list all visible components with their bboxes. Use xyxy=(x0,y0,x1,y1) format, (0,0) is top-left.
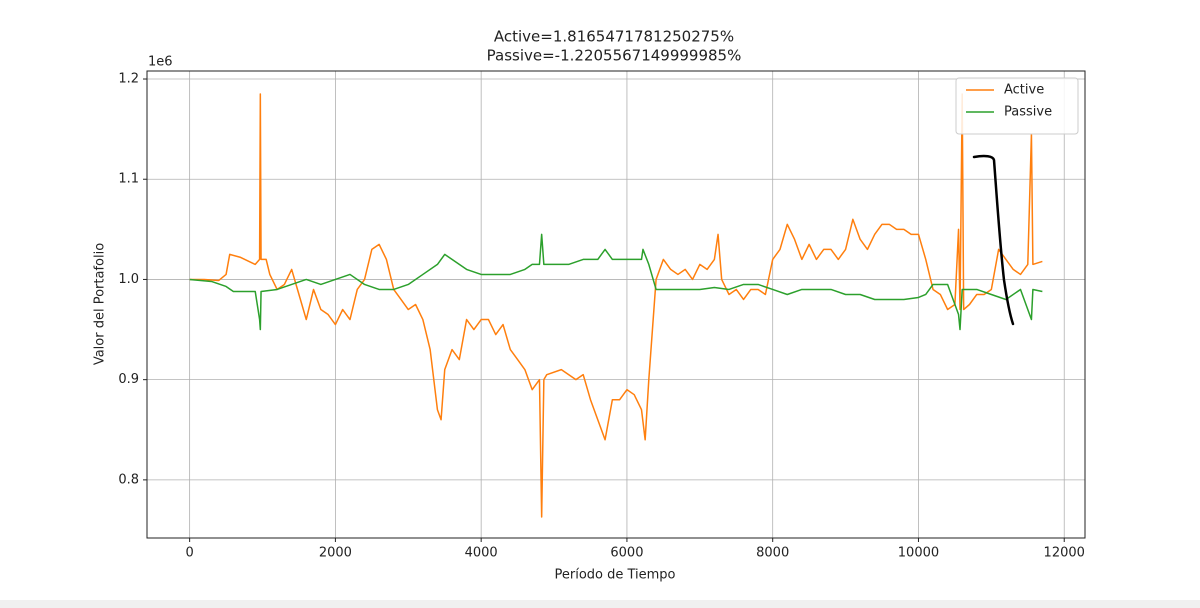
x-tick-label: 10000 xyxy=(898,546,939,561)
x-tick-label: 4000 xyxy=(465,546,498,561)
y-tick-label: 0.9 xyxy=(118,372,139,387)
y-tick-label: 1.0 xyxy=(118,272,139,287)
hand-drawn-annotation xyxy=(972,154,1015,326)
series-line xyxy=(189,93,1043,518)
x-tick-label: 2000 xyxy=(319,546,352,561)
y-tick-label: 0.8 xyxy=(118,472,139,487)
title-line: Active=1.8165471781250275% xyxy=(494,28,734,46)
x-tick-label: 8000 xyxy=(756,546,789,561)
x-axis-label: Período de Tiempo xyxy=(554,568,675,583)
series-line xyxy=(189,233,1043,331)
legend-label: Passive xyxy=(1004,105,1052,120)
plot-area: 0 2000 4000 6000 8000 10000 12000 0.8 0.9 1.0 1.1 1… xyxy=(118,70,1086,561)
axes-frame xyxy=(146,70,1086,539)
y-tick-label: 1.1 xyxy=(118,172,139,187)
bottom-bar xyxy=(0,600,1200,608)
x-tick-label: 0 xyxy=(185,546,193,561)
title-line: Passive=-1.2205567149999985% xyxy=(487,47,742,65)
y-axis-label: Valor del Portafolio xyxy=(93,243,108,365)
legend-label: Active xyxy=(1004,83,1044,98)
legend-box xyxy=(955,77,1079,135)
legend: Active Passive xyxy=(955,77,1079,135)
y-tick-label: 1.2 xyxy=(118,72,139,87)
x-tick-label: 12000 xyxy=(1044,546,1085,561)
y-offset-label: 1e6 xyxy=(148,55,173,70)
x-tick-label: 6000 xyxy=(610,546,643,561)
